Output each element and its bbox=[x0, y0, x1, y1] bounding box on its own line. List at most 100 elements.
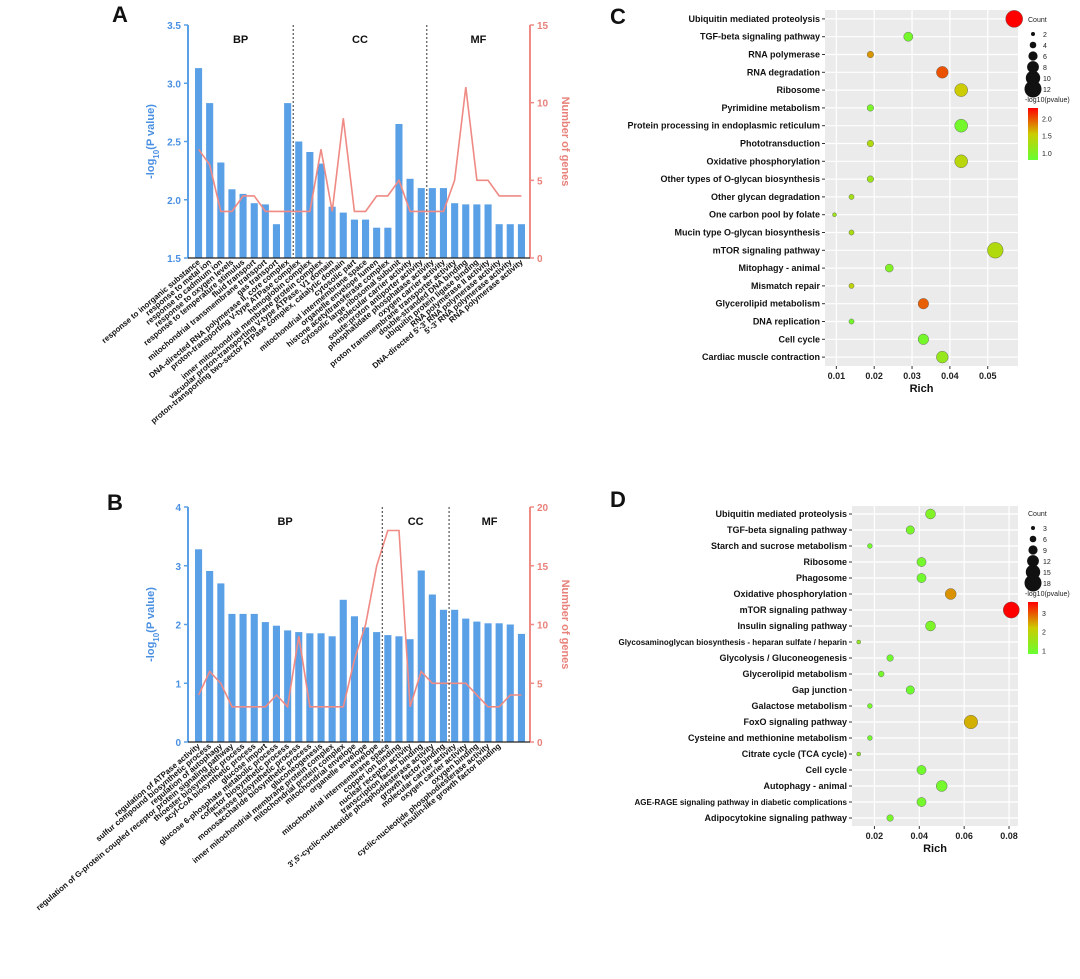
left-axis-title-rest: (P value) bbox=[145, 587, 157, 633]
bar-b-26 bbox=[484, 623, 492, 742]
dot-d-11 bbox=[905, 685, 915, 695]
bar-b-1 bbox=[206, 571, 214, 742]
pathway-label: Ubiquitin mediated proteolysis bbox=[715, 509, 847, 519]
x-tick-label: 0.02 bbox=[866, 831, 884, 841]
bar-b-5 bbox=[250, 613, 258, 742]
dot-d-18 bbox=[916, 797, 927, 807]
x-tick-label: 0.01 bbox=[828, 371, 846, 381]
dot-c-9 bbox=[866, 175, 874, 183]
legend-count-dot bbox=[1031, 526, 1035, 530]
dot-c-7 bbox=[866, 139, 874, 147]
left-axis-title-sub: 10 bbox=[152, 149, 161, 158]
left-tick-label: 1.5 bbox=[167, 254, 181, 265]
left-tick-label: 3.5 bbox=[167, 21, 181, 32]
left-tick-label: 4 bbox=[175, 503, 181, 514]
bar-a-25 bbox=[473, 204, 481, 258]
legend-count-label: 10 bbox=[1043, 76, 1051, 83]
right-tick-label: 15 bbox=[537, 562, 549, 573]
bar-a-4 bbox=[239, 193, 247, 258]
bar-a-6 bbox=[261, 204, 269, 258]
section-label-cc: CC bbox=[408, 516, 424, 528]
bar-a-22 bbox=[439, 188, 447, 258]
right-tick-label: 20 bbox=[537, 503, 549, 514]
dot-d-1 bbox=[905, 525, 915, 535]
legend-count-dot bbox=[1029, 535, 1037, 543]
bar-a-23 bbox=[451, 203, 459, 258]
bar-a-8 bbox=[284, 103, 292, 258]
bar-b-10 bbox=[306, 633, 314, 742]
bar-b-11 bbox=[317, 633, 325, 742]
legend-count-dot bbox=[1027, 61, 1039, 73]
dot-c-12 bbox=[848, 229, 855, 236]
bar-a-20 bbox=[417, 188, 425, 258]
legend-count-dot bbox=[1027, 555, 1039, 567]
legend-color-title: -log10(pvalue) bbox=[1025, 591, 1070, 598]
bar-a-0 bbox=[195, 68, 203, 258]
left-axis-title-main: -log bbox=[145, 642, 157, 662]
bar-a-21 bbox=[428, 188, 436, 258]
pathway-label: Phototransduction bbox=[740, 139, 820, 149]
bar-a-28 bbox=[506, 224, 514, 258]
bar-a-1 bbox=[206, 103, 214, 258]
bar-b-4 bbox=[239, 613, 247, 742]
legend-count-title: Count bbox=[1028, 17, 1047, 24]
dot-d-6 bbox=[1003, 601, 1020, 619]
right-tick-label: 15 bbox=[537, 21, 549, 32]
pathway-label: RNA polymerase bbox=[748, 50, 820, 60]
bar-b-28 bbox=[506, 624, 514, 742]
bar-b-25 bbox=[473, 621, 481, 742]
pathway-label: Other types of O-glycan biosynthesis bbox=[660, 174, 820, 184]
legend-count-label: 12 bbox=[1043, 559, 1051, 566]
dot-d-4 bbox=[916, 573, 927, 583]
pathway-label: RNA degradation bbox=[747, 67, 820, 77]
bar-b-17 bbox=[384, 635, 392, 742]
legend-color-bar bbox=[1028, 602, 1038, 654]
dot-c-6 bbox=[954, 118, 968, 133]
right-tick-label: 0 bbox=[537, 738, 543, 749]
x-tick-label: 0.05 bbox=[979, 371, 997, 381]
pathway-label: Cell cycle bbox=[805, 765, 847, 775]
legend-count-label: 18 bbox=[1043, 581, 1051, 588]
bar-b-27 bbox=[495, 623, 503, 742]
left-tick-label: 2.5 bbox=[167, 138, 181, 149]
pathway-label: DNA replication bbox=[753, 317, 820, 327]
legend-count-label: 6 bbox=[1043, 54, 1047, 61]
legend-count-dot bbox=[1024, 574, 1042, 592]
dot-d-14 bbox=[867, 735, 873, 741]
legend-color-label: 2.0 bbox=[1042, 116, 1052, 123]
pathway-label: Mitophagy - animal bbox=[738, 263, 820, 273]
bar-b-8 bbox=[284, 630, 292, 742]
pathway-label: Adipocytokine signaling pathway bbox=[704, 813, 847, 823]
legend-count-label: 12 bbox=[1043, 87, 1051, 94]
dot-d-16 bbox=[916, 765, 927, 775]
bar-a-27 bbox=[495, 224, 503, 258]
dot-d-0 bbox=[925, 508, 936, 520]
pathway-label: Ribosome bbox=[776, 85, 820, 95]
dot-d-15 bbox=[856, 751, 861, 757]
pathway-label: Protein processing in endoplasmic reticu… bbox=[627, 121, 820, 131]
pathway-label: Autophagy - animal bbox=[763, 781, 847, 791]
dot-d-13 bbox=[963, 715, 978, 730]
pathway-label: Cysteine and methionine metabolism bbox=[688, 733, 847, 743]
dot-c-17 bbox=[848, 318, 855, 325]
legend-count-label: 9 bbox=[1043, 548, 1047, 555]
pathway-label: Ubiquitin mediated proteolysis bbox=[688, 14, 820, 24]
section-label-bp: BP bbox=[277, 516, 292, 528]
legend-count-label: 3 bbox=[1043, 526, 1047, 533]
bar-b-29 bbox=[517, 633, 525, 742]
pathway-label: Oxidative phosphorylation bbox=[706, 156, 820, 166]
right-tick-label: 0 bbox=[537, 254, 543, 265]
left-tick-label: 2.0 bbox=[167, 196, 181, 207]
pathway-label: FoxO signaling pathway bbox=[743, 717, 847, 727]
bar-a-18 bbox=[395, 124, 403, 258]
left-tick-label: 2 bbox=[175, 621, 181, 632]
bar-a-7 bbox=[272, 224, 280, 258]
left-tick-label: 0 bbox=[175, 738, 181, 749]
left-tick-label: 3.0 bbox=[167, 79, 181, 90]
bar-a-19 bbox=[406, 178, 414, 258]
legend-color-label: 1.5 bbox=[1042, 134, 1052, 141]
right-axis-title: Number of genes bbox=[559, 97, 571, 187]
bar-a-11 bbox=[317, 163, 325, 258]
section-label-mf: MF bbox=[470, 34, 486, 46]
